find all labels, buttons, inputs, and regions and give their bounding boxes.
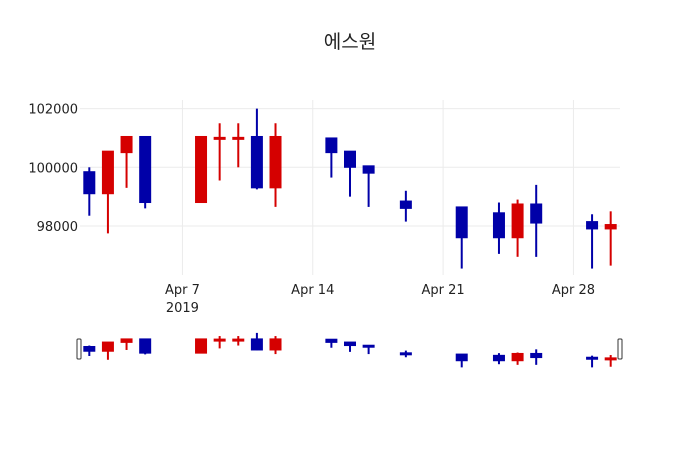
candle[interactable] xyxy=(455,206,468,269)
candle[interactable] xyxy=(101,150,114,234)
slider-candle xyxy=(455,353,468,368)
slider-candle xyxy=(530,349,543,365)
slider-candle xyxy=(399,350,412,358)
candle[interactable] xyxy=(269,123,282,207)
slider-candle xyxy=(604,355,617,367)
range-slider-left-handle[interactable] xyxy=(76,338,82,360)
candle[interactable] xyxy=(604,211,617,266)
candle[interactable] xyxy=(492,202,505,254)
range-slider[interactable] xyxy=(76,332,623,368)
slider-candle xyxy=(213,336,226,349)
x-tick-label: 2019 xyxy=(166,301,199,316)
x-tick-label: Apr 21 xyxy=(422,283,465,298)
candle[interactable] xyxy=(530,184,543,257)
slider-candle xyxy=(120,338,133,350)
candle[interactable] xyxy=(139,135,152,209)
candle[interactable] xyxy=(344,150,356,197)
slider-candle xyxy=(325,338,338,348)
candle[interactable] xyxy=(250,108,263,190)
candle[interactable] xyxy=(120,135,133,188)
x-tick-label: Apr 28 xyxy=(552,283,595,298)
candle[interactable] xyxy=(213,123,226,181)
slider-candle xyxy=(195,338,208,354)
range-slider-right-handle[interactable] xyxy=(617,338,623,360)
candle[interactable] xyxy=(511,199,524,257)
candle[interactable] xyxy=(362,165,375,207)
chart-title: 에스원 xyxy=(324,31,376,53)
y-tick-label: 100000 xyxy=(28,161,78,176)
candle[interactable] xyxy=(586,214,599,269)
slider-candle xyxy=(139,338,152,355)
candle[interactable] xyxy=(232,123,245,168)
y-tick-label: 98000 xyxy=(37,220,78,235)
x-tick-label: Apr 7 xyxy=(165,283,200,298)
slider-candle xyxy=(511,352,524,365)
candle[interactable] xyxy=(325,137,338,178)
slider-candle xyxy=(83,345,96,356)
slider-candle xyxy=(362,344,375,355)
slider-candle xyxy=(232,336,245,346)
candle[interactable] xyxy=(399,190,412,222)
slider-candle xyxy=(586,355,599,368)
y-tick-label: 102000 xyxy=(28,103,78,118)
slider-candle xyxy=(250,332,263,351)
candle[interactable] xyxy=(195,135,208,204)
x-tick-label: Apr 14 xyxy=(291,283,334,298)
plot-area[interactable] xyxy=(83,108,617,269)
slider-candle xyxy=(344,341,356,352)
x-axis: Apr 7 2019 Apr 14 Apr 21 Apr 28 xyxy=(165,283,595,316)
slider-candle xyxy=(492,353,505,365)
candle[interactable] xyxy=(83,167,96,216)
slider-candle xyxy=(101,341,114,360)
y-axis: 98000 100000 102000 xyxy=(28,103,78,235)
slider-candle xyxy=(269,336,282,355)
gridlines xyxy=(80,100,620,275)
